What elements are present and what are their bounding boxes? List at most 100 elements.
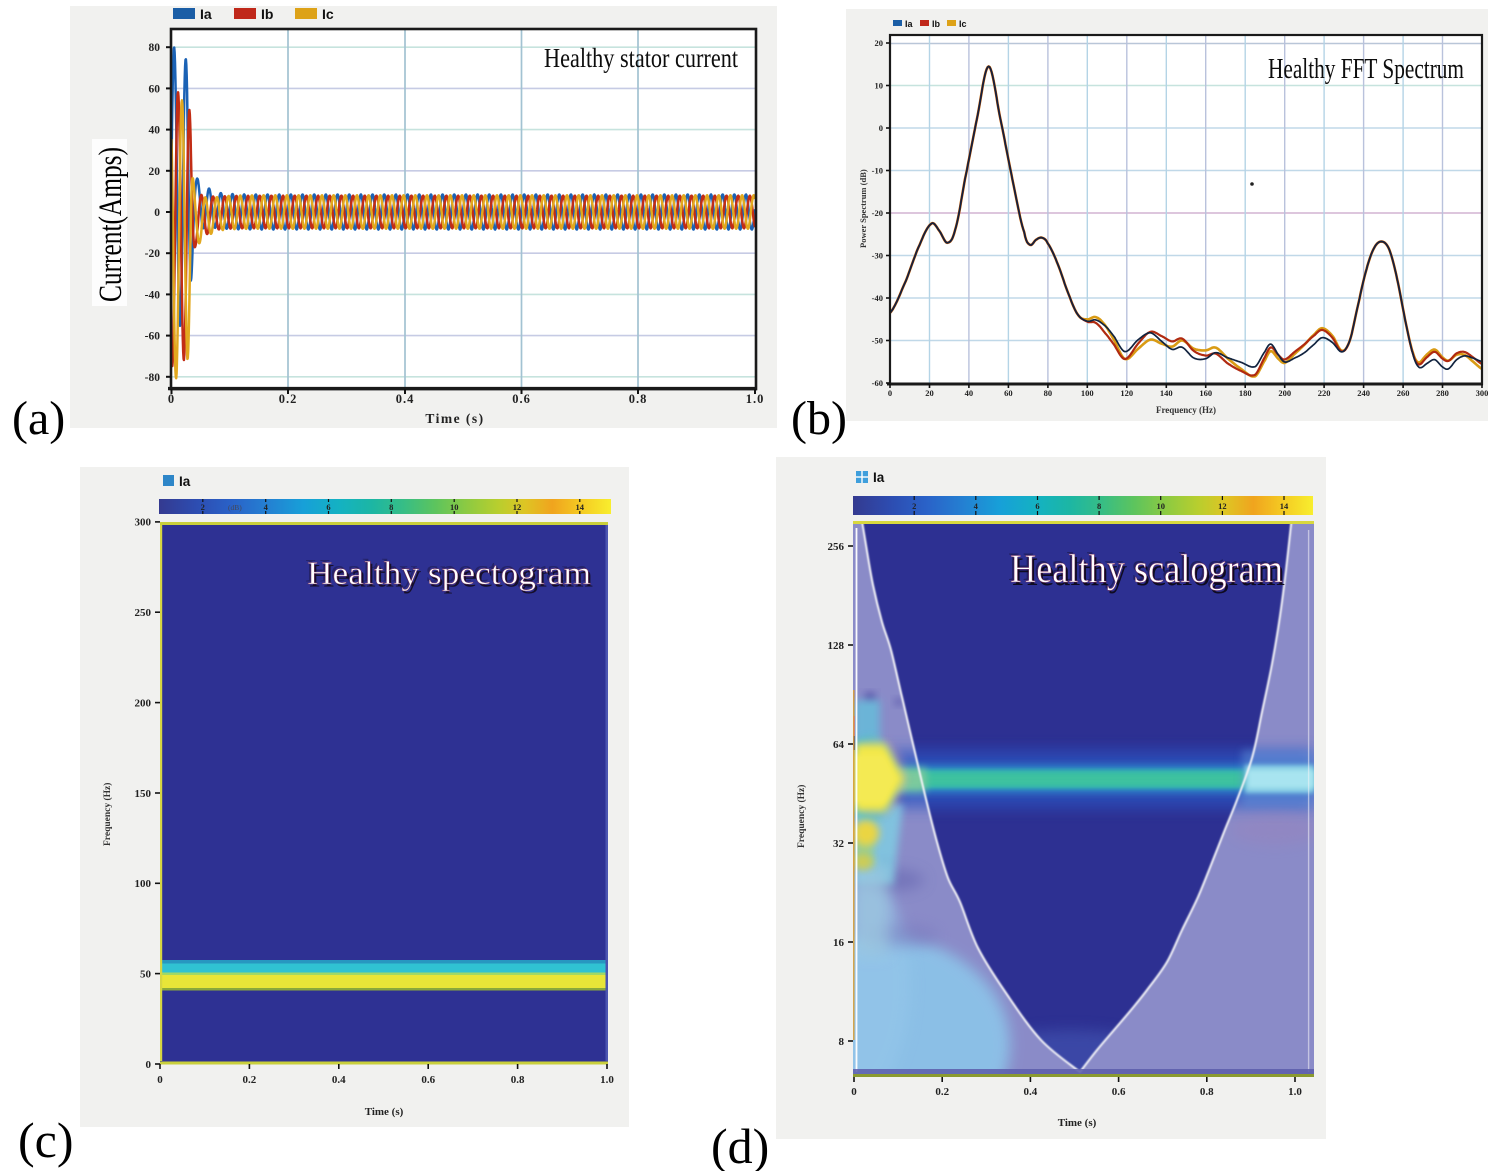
svg-text:40: 40	[149, 125, 161, 137]
svg-text:1.0: 1.0	[1288, 1086, 1302, 1098]
svg-text:Healthy spectogram: Healthy spectogram	[309, 559, 593, 595]
svg-text:0.4: 0.4	[1024, 1086, 1038, 1098]
svg-text:Time (s): Time (s)	[365, 1106, 404, 1118]
svg-text:-80: -80	[145, 372, 161, 384]
svg-text:-60: -60	[872, 378, 883, 388]
svg-text:100: 100	[135, 878, 152, 890]
svg-text:250: 250	[135, 607, 152, 619]
svg-text:240: 240	[1357, 388, 1370, 398]
svg-text:Ia: Ia	[179, 474, 191, 489]
svg-text:32: 32	[833, 838, 845, 850]
svg-text:140: 140	[1160, 388, 1173, 398]
svg-text:0: 0	[146, 1059, 152, 1071]
svg-text:-40: -40	[145, 289, 161, 301]
svg-text:-20: -20	[145, 248, 161, 260]
svg-text:8: 8	[1097, 501, 1101, 511]
svg-text:1.0: 1.0	[600, 1074, 614, 1086]
svg-text:8: 8	[389, 502, 393, 512]
svg-text:Ia: Ia	[873, 470, 885, 485]
svg-text:10: 10	[1156, 501, 1165, 511]
svg-text:256: 256	[828, 541, 845, 553]
svg-text:0.8: 0.8	[511, 1074, 525, 1086]
svg-text:0.6: 0.6	[512, 392, 531, 406]
svg-text:Frequency (Hz): Frequency (Hz)	[1156, 405, 1216, 415]
svg-text:(a): (a)	[12, 392, 65, 445]
svg-text:180: 180	[1239, 388, 1252, 398]
svg-text:Ia: Ia	[200, 6, 212, 22]
svg-text:60: 60	[149, 83, 161, 95]
svg-text:12: 12	[1218, 501, 1227, 511]
svg-text:300: 300	[135, 517, 152, 529]
svg-text:4: 4	[264, 502, 269, 512]
svg-text:Time (s): Time (s)	[425, 411, 484, 426]
svg-text:Healthy scalogram: Healthy scalogram	[1010, 546, 1283, 591]
svg-text:50: 50	[140, 968, 152, 980]
svg-text:-50: -50	[872, 336, 883, 346]
svg-text:64: 64	[833, 739, 845, 751]
svg-text:100: 100	[1081, 388, 1094, 398]
svg-text:200: 200	[1278, 388, 1291, 398]
svg-text:150: 150	[135, 788, 152, 800]
svg-text:Healthy spectogram: Healthy spectogram	[305, 554, 589, 590]
svg-text:0: 0	[851, 1086, 857, 1098]
svg-text:0: 0	[879, 123, 883, 133]
svg-text:Ia: Ia	[905, 19, 914, 29]
svg-text:2: 2	[912, 501, 916, 511]
svg-text:2: 2	[201, 502, 205, 512]
svg-text:0: 0	[888, 388, 892, 398]
svg-text:0: 0	[168, 392, 175, 406]
svg-text:80: 80	[1044, 388, 1053, 398]
svg-text:Healthy stator current: Healthy stator current	[544, 43, 738, 73]
svg-text:20: 20	[925, 388, 934, 398]
svg-text:0.8: 0.8	[1200, 1086, 1214, 1098]
svg-text:6: 6	[1035, 501, 1039, 511]
svg-text:60: 60	[1004, 388, 1013, 398]
svg-text:0.2: 0.2	[279, 392, 298, 406]
svg-text:-10: -10	[872, 166, 883, 176]
svg-text:0.6: 0.6	[421, 1074, 435, 1086]
svg-text:-60: -60	[145, 331, 161, 343]
svg-text:0: 0	[154, 207, 160, 219]
svg-text:200: 200	[135, 697, 152, 709]
svg-text:Power Spectrum (dB): Power Spectrum (dB)	[858, 169, 868, 248]
svg-text:4: 4	[974, 501, 979, 511]
svg-text:6: 6	[326, 502, 330, 512]
svg-text:300: 300	[1476, 388, 1489, 398]
svg-text:(b): (b)	[791, 392, 847, 445]
svg-text:12: 12	[513, 502, 522, 512]
svg-text:1.0: 1.0	[746, 392, 765, 406]
svg-text:80: 80	[149, 42, 161, 54]
svg-text:0.4: 0.4	[396, 392, 415, 406]
svg-text:(dB): (dB)	[228, 503, 242, 512]
svg-text:Healthy scalogram: Healthy scalogram	[1008, 544, 1281, 589]
svg-text:Healthy scalogram: Healthy scalogram	[1012, 549, 1285, 594]
svg-text:20: 20	[149, 166, 161, 178]
svg-text:0: 0	[157, 1074, 163, 1086]
svg-text:(d): (d)	[711, 1118, 769, 1171]
svg-text:-30: -30	[872, 251, 883, 261]
svg-text:0.8: 0.8	[629, 392, 648, 406]
svg-text:Ib: Ib	[932, 19, 941, 29]
svg-text:14: 14	[576, 502, 585, 512]
svg-text:-40: -40	[872, 293, 883, 303]
svg-text:(c): (c)	[18, 1112, 74, 1168]
svg-text:Healthy spectogram: Healthy spectogram	[307, 556, 591, 592]
svg-text:Healthy FFT Spectrum: Healthy FFT Spectrum	[1268, 54, 1464, 85]
svg-text:20: 20	[875, 38, 884, 48]
svg-text:260: 260	[1397, 388, 1410, 398]
svg-text:120: 120	[1120, 388, 1133, 398]
svg-text:10: 10	[875, 81, 884, 91]
svg-text:Time (s): Time (s)	[1058, 1117, 1097, 1129]
svg-text:40: 40	[965, 388, 974, 398]
svg-text:Ib: Ib	[261, 6, 273, 22]
svg-text:8: 8	[839, 1036, 845, 1048]
svg-text:0.2: 0.2	[243, 1074, 257, 1086]
svg-text:16: 16	[833, 937, 845, 949]
svg-text:0.6: 0.6	[1112, 1086, 1126, 1098]
svg-text:Ic: Ic	[322, 6, 334, 22]
svg-text:-20: -20	[872, 208, 883, 218]
svg-text:Frequency (Hz): Frequency (Hz)	[102, 783, 113, 846]
svg-text:Frequency (Hz): Frequency (Hz)	[796, 785, 807, 848]
svg-text:0.4: 0.4	[332, 1074, 346, 1086]
svg-text:280: 280	[1436, 388, 1449, 398]
